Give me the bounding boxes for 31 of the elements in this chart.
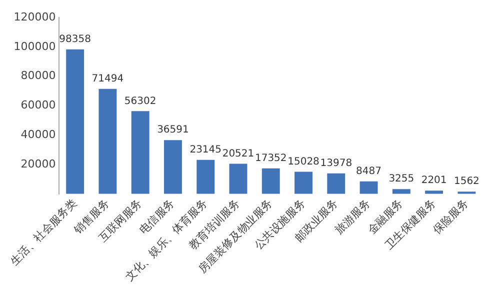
data-label: 2201 (421, 175, 447, 186)
y-tick-label: 20000 (20, 157, 56, 170)
data-label: 56302 (124, 96, 156, 107)
bar (98, 88, 117, 194)
data-label: 1562 (454, 176, 480, 188)
y-tick-label: 80000 (20, 69, 56, 82)
data-label: 20521 (222, 148, 254, 160)
bar (294, 172, 312, 194)
y-tick-label: 120000 (14, 10, 56, 24)
bar (425, 190, 444, 194)
bar (229, 164, 248, 194)
bar (392, 189, 410, 194)
data-label: 98358 (59, 34, 91, 45)
bar (196, 160, 215, 194)
data-label: 13978 (320, 158, 352, 169)
bar (360, 181, 378, 194)
data-label: 36591 (157, 124, 189, 136)
bar (66, 49, 84, 194)
bar (131, 111, 150, 194)
data-label: 3255 (388, 174, 414, 185)
data-label: 71494 (92, 73, 124, 84)
y-tick-label: 40000 (20, 128, 56, 141)
y-tick-label: 60000 (20, 98, 56, 112)
data-label: 8487 (356, 166, 382, 178)
data-label: 15028 (288, 156, 320, 168)
bar (164, 140, 182, 194)
y-tick-label: 100000 (14, 40, 56, 53)
bar (262, 168, 280, 194)
bar (327, 173, 346, 194)
data-label: 23145 (190, 144, 222, 156)
data-label: 17352 (254, 152, 287, 164)
